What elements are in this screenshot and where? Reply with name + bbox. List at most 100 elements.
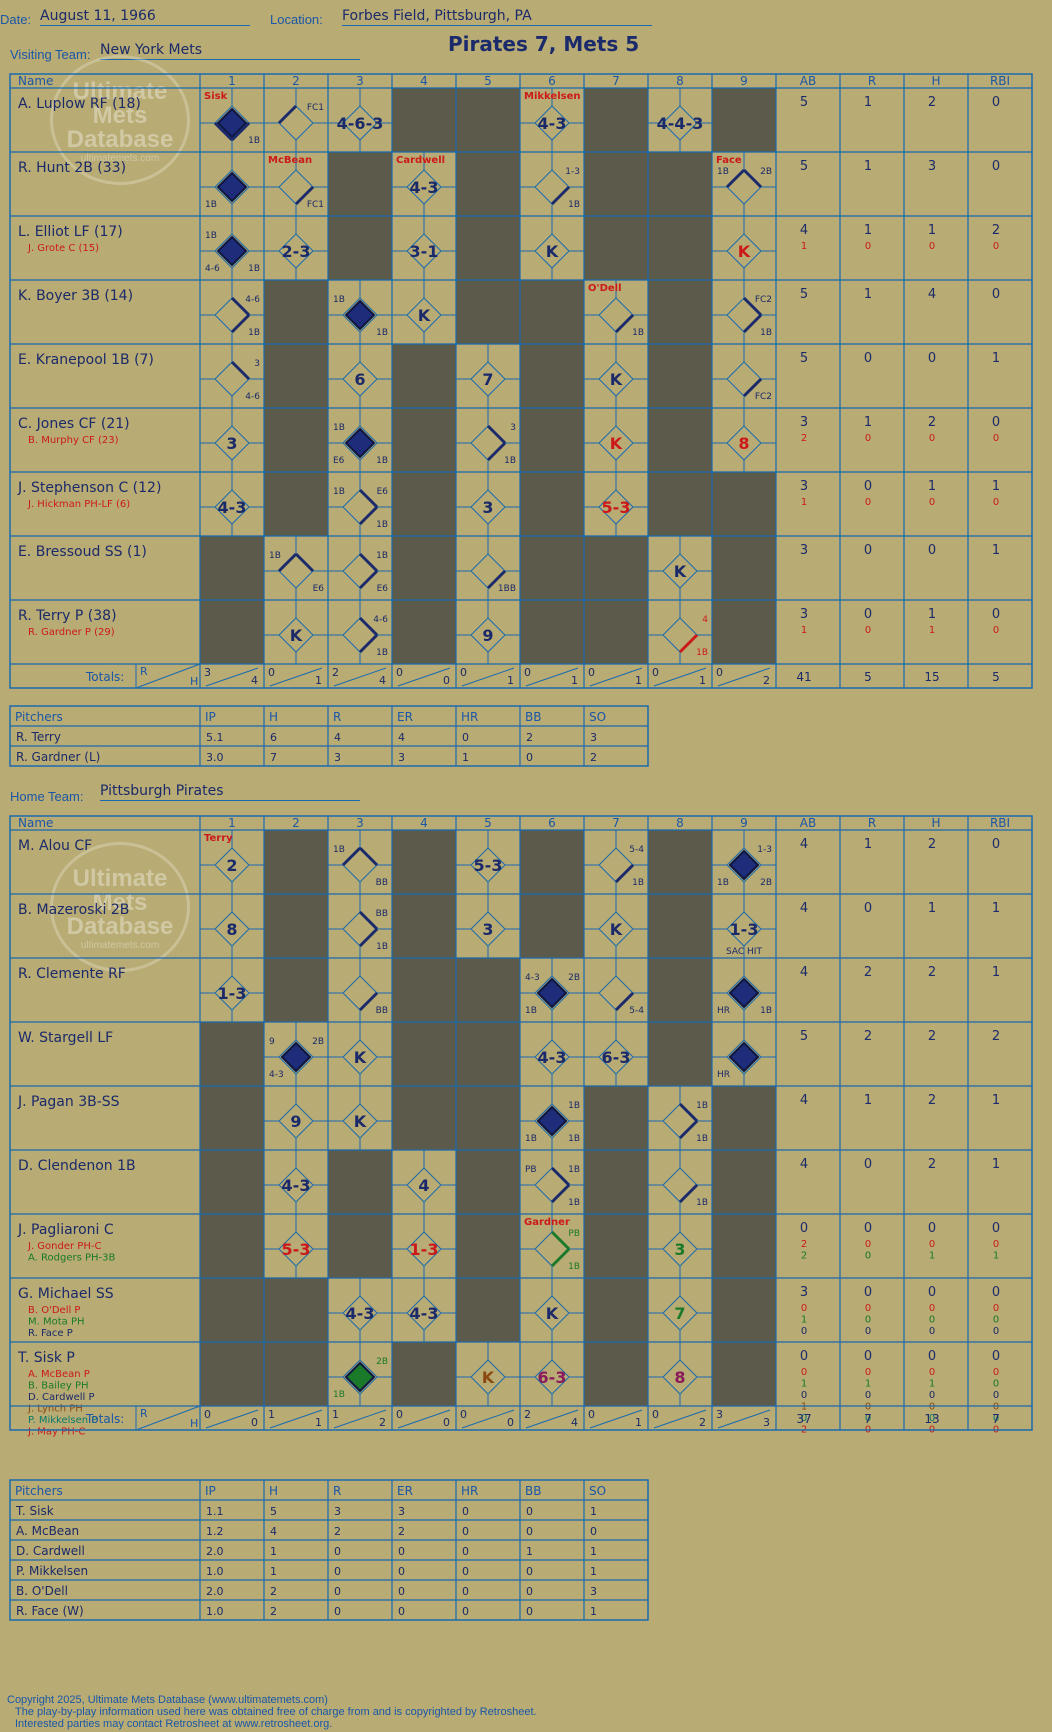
basepath-line — [678, 1102, 699, 1123]
stat-h: 0 — [929, 1367, 935, 1378]
basepath-line — [358, 569, 379, 590]
play-result: K — [674, 562, 687, 581]
at-bat-cell — [264, 472, 328, 536]
base-diamond — [534, 1231, 570, 1267]
stat-h: 0 — [929, 1326, 935, 1337]
watermark-line1: Ultimate — [72, 78, 168, 105]
inning-runs: 0 — [716, 666, 723, 679]
column-header-inning-5: 5 — [484, 816, 492, 830]
basepath-line — [486, 424, 507, 445]
stat-ab: 4 — [800, 837, 808, 852]
stat-r: 0 — [864, 1349, 872, 1364]
pitchers-table-border — [9, 705, 649, 767]
basepath-line — [294, 552, 315, 573]
rh-key-box — [135, 663, 201, 689]
at-bat-cell — [456, 830, 520, 894]
inning-runs: 0 — [460, 1408, 467, 1421]
pitcher-change-mark: Face — [716, 155, 742, 166]
base-note: FC2 — [755, 295, 772, 305]
location-value: Forbes Field, Pittsburgh, PA — [342, 7, 652, 26]
stat-ab: 2 — [801, 1239, 807, 1250]
batter-name: T. Sisk P — [17, 1350, 75, 1366]
stat-r: 0 — [865, 1239, 871, 1250]
stat-r: 2 — [864, 1029, 872, 1044]
stat-rbi: 0 — [993, 1413, 999, 1424]
inning-runs: 0 — [652, 1408, 659, 1421]
at-bat-cell — [648, 958, 712, 1022]
pitchers-header-bb: BB — [525, 710, 541, 724]
pitcher-stat: 3 — [334, 1505, 341, 1518]
play-result: 2 — [226, 856, 237, 875]
base-note: 1B — [504, 456, 516, 466]
at-bat-cell — [456, 536, 520, 600]
empty-cell-shade — [584, 1342, 648, 1406]
pitcher-stat: 2 — [590, 751, 597, 764]
column-header-inning-5: 5 — [484, 74, 492, 88]
inning-hits: 1 — [635, 674, 642, 687]
at-bat-cell — [200, 894, 264, 958]
at-bat-cell — [648, 1214, 712, 1278]
rh-divider — [717, 667, 771, 687]
rh-key-box — [135, 1405, 201, 1431]
stat-h: 0 — [929, 1413, 935, 1424]
base-note: 1B — [632, 878, 644, 888]
at-bat-cell — [328, 600, 392, 664]
base-note: 1B — [248, 328, 260, 338]
pitcher-change-mark: O'Dell — [588, 283, 622, 294]
empty-cell-shade — [520, 536, 584, 600]
base-note: 3 — [254, 359, 260, 369]
play-result: K — [482, 1368, 495, 1387]
play-result: 6-3 — [538, 1368, 567, 1387]
base-note: FC1 — [307, 200, 324, 210]
footer-retrosheet-note: The play-by-play information used here w… — [15, 1706, 537, 1718]
pitchers-header-hr: HR — [461, 1484, 478, 1498]
at-bat-cell — [712, 536, 776, 600]
pitcher-stat: 0 — [462, 1585, 469, 1598]
base-note: 1B — [696, 1101, 708, 1111]
column-header-name: Name — [18, 74, 53, 88]
stat-ab: 1 — [801, 497, 807, 508]
basepath-line — [550, 1247, 571, 1268]
stat-ab: 3 — [800, 479, 808, 494]
pitcher-stat: 1 — [270, 1545, 277, 1558]
stat-h: 3 — [928, 159, 936, 174]
batter-name: D. Clendenon 1B — [18, 1158, 136, 1174]
stat-h: 0 — [929, 1239, 935, 1250]
at-bat-cell — [584, 408, 648, 472]
column-header-inning-8: 8 — [676, 74, 684, 88]
empty-cell-shade — [392, 958, 456, 1022]
at-bat-cell — [328, 1086, 392, 1150]
at-bat-cell — [200, 1342, 264, 1406]
stat-r: 0 — [864, 607, 872, 622]
pitcher-change-mark: Cardwell — [396, 155, 445, 166]
run-scored-diamond — [536, 977, 568, 1009]
at-bat-cell — [584, 152, 648, 216]
at-bat-cell — [584, 600, 648, 664]
at-bat-cell — [520, 1150, 584, 1214]
pitchers-header-pitchers: Pitchers — [15, 1484, 63, 1498]
empty-cell-shade — [200, 1278, 264, 1342]
rh-divider — [461, 667, 515, 687]
pitchers-header-hr: HR — [461, 710, 478, 724]
at-bat-cell — [648, 1278, 712, 1342]
stat-r: 1 — [864, 1093, 872, 1108]
empty-cell-shade — [200, 1150, 264, 1214]
pitchers-header-h: H — [269, 710, 278, 724]
basepath-line — [358, 633, 379, 654]
stat-rbi: 0 — [992, 837, 1000, 852]
at-bat-cell — [648, 344, 712, 408]
stat-ab: 5 — [800, 287, 808, 302]
stat-r: 0 — [865, 1251, 871, 1262]
play-result: 7 — [674, 1304, 685, 1323]
at-bat-cell — [712, 88, 776, 152]
visiting-team-value: New York Mets — [100, 41, 360, 60]
at-bat-cell — [648, 408, 712, 472]
basepath-line — [742, 168, 763, 189]
empty-cell-shade — [456, 958, 520, 1022]
play-result: 3 — [482, 498, 493, 517]
pitchers-header-er: ER — [397, 710, 413, 724]
base-note: 1B — [376, 456, 388, 466]
empty-cell-shade — [264, 958, 328, 1022]
at-bat-cell — [392, 408, 456, 472]
